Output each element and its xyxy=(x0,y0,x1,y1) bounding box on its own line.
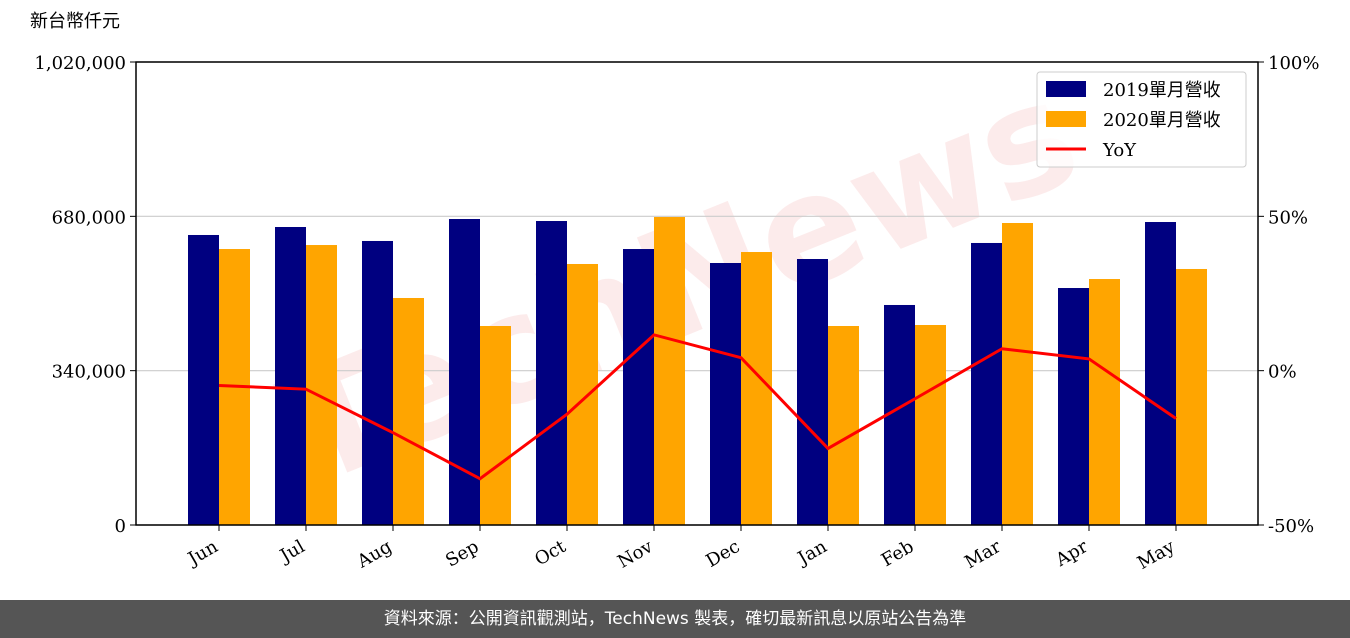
x-tick-label: Oct xyxy=(531,536,570,571)
x-tick-label: Nov xyxy=(614,536,657,573)
x-tick-label: Aug xyxy=(353,536,396,573)
bar xyxy=(480,326,511,525)
x-tick-label: Jun xyxy=(183,536,222,571)
bar xyxy=(828,326,859,525)
y-tick-label: 340,000 xyxy=(52,362,126,383)
legend-swatch xyxy=(1046,81,1086,97)
y-axis-label: 新台幣仟元 xyxy=(30,11,120,32)
x-tick-label: Mar xyxy=(961,536,1005,573)
footer: 資料來源：公開資訊觀測站，TechNews 製表，確切最新訊息以原站公告為準 xyxy=(0,600,1350,638)
legend-label: 2020單月營收 xyxy=(1103,110,1221,131)
bar xyxy=(362,240,393,526)
bar xyxy=(1089,279,1120,525)
bar xyxy=(449,219,480,525)
bar xyxy=(971,242,1002,526)
y2-tick-label: -50% xyxy=(1268,516,1314,537)
x-tick-label: Apr xyxy=(1051,536,1091,571)
x-tick-label: May xyxy=(1134,536,1179,574)
y2-tick-label: 100% xyxy=(1268,53,1319,74)
x-tick-label: Dec xyxy=(703,536,744,572)
legend-swatch xyxy=(1046,111,1086,127)
y-tick-label: 1,020,000 xyxy=(34,53,126,74)
x-tick-label: Jul xyxy=(275,536,309,568)
y-tick-label: 680,000 xyxy=(52,207,126,228)
bar xyxy=(1002,223,1033,525)
bar xyxy=(536,221,567,525)
bar xyxy=(710,262,741,525)
bar xyxy=(1145,222,1176,525)
y2-tick-label: 50% xyxy=(1268,207,1308,228)
bar xyxy=(654,217,685,525)
bar xyxy=(741,252,772,525)
y2-tick-label: 0% xyxy=(1268,362,1297,383)
bar xyxy=(567,263,598,525)
bar xyxy=(275,227,306,525)
chart: 新台幣仟元 TechNews 0340,000680,0001,020,000-… xyxy=(30,11,1319,574)
x-tick-label: Feb xyxy=(878,536,918,571)
x-tick-label: Jan xyxy=(793,536,831,570)
x-tick-label: Sep xyxy=(442,536,482,571)
legend-label: 2019單月營收 xyxy=(1103,80,1221,101)
bar xyxy=(188,234,219,526)
bar xyxy=(306,245,337,525)
legend-box xyxy=(1036,71,1247,168)
legend-label: YoY xyxy=(1102,140,1137,161)
bar xyxy=(1176,268,1207,525)
plot-frame xyxy=(135,61,1259,526)
bar xyxy=(797,259,828,525)
bar xyxy=(1058,288,1089,525)
line xyxy=(218,333,1177,481)
bar xyxy=(915,325,946,525)
bar xyxy=(393,297,424,525)
bar xyxy=(623,249,654,525)
y-tick-label: 0 xyxy=(115,516,126,537)
